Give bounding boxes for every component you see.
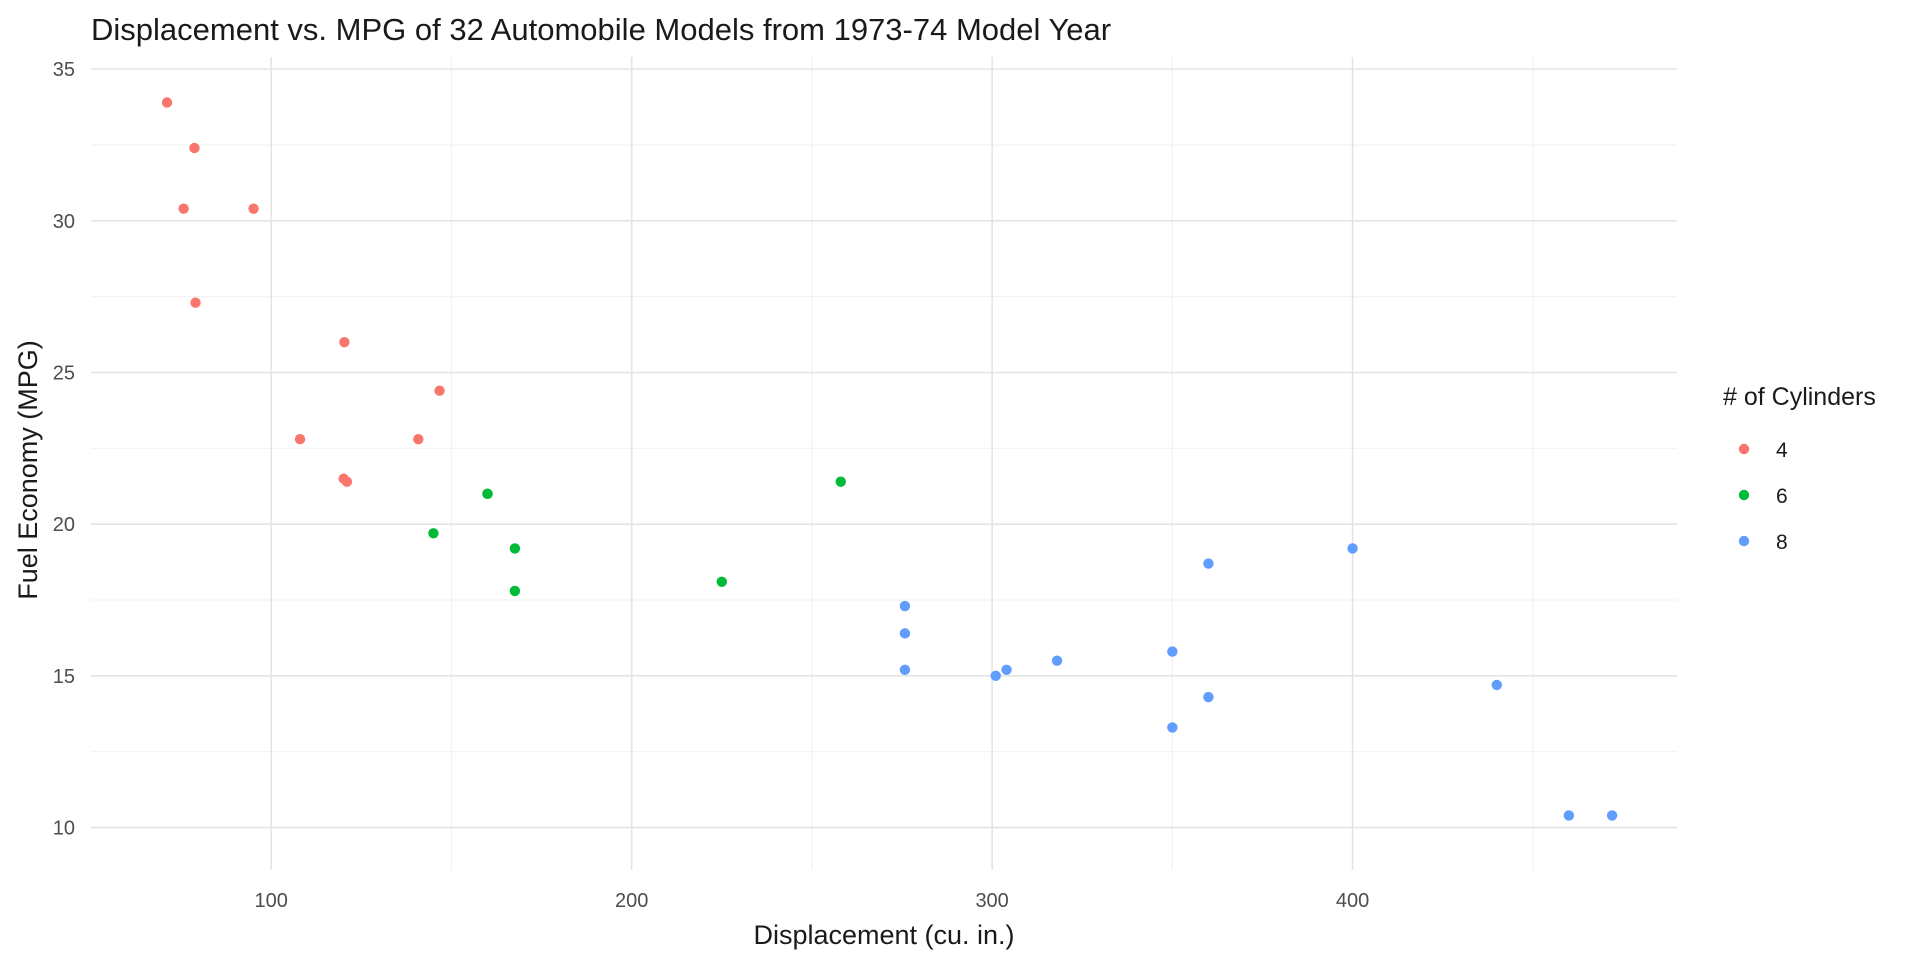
x-axis-label: Displacement (cu. in.) <box>753 920 1014 950</box>
data-point-cyl-8 <box>990 670 1001 682</box>
data-point-cyl-8 <box>1606 810 1618 821</box>
legend-label-4: 4 <box>1776 439 1788 462</box>
data-point-cyl-8 <box>899 664 911 675</box>
legend-label-8: 8 <box>1776 531 1788 554</box>
data-point-cyl-4 <box>161 97 173 108</box>
y-tick-label: 35 <box>53 59 75 81</box>
data-point-cyl-6 <box>835 476 846 487</box>
data-point-cyl-6 <box>482 488 493 500</box>
x-axis-ticks: 100 200 300 400 <box>255 890 1370 912</box>
data-point-cyl-4 <box>339 336 350 348</box>
legend-label-6: 6 <box>1776 485 1788 508</box>
data-point-cyl-4 <box>341 476 353 487</box>
x-tick-label: 400 <box>1336 890 1369 912</box>
data-point-cyl-6 <box>428 528 439 539</box>
data-point-cyl-8 <box>1001 664 1012 675</box>
data-point-cyl-4 <box>248 203 259 214</box>
data-point-cyl-4 <box>190 297 201 308</box>
y-tick-label: 15 <box>53 666 75 688</box>
data-point-cyl-8 <box>1167 646 1178 657</box>
data-point-cyl-4 <box>434 385 445 396</box>
data-point-cyl-8 <box>1491 679 1502 691</box>
data-point-cyl-4 <box>413 434 424 445</box>
y-tick-label: 20 <box>53 514 75 536</box>
y-tick-label: 10 <box>53 818 75 840</box>
data-point-cyl-8 <box>1203 691 1214 703</box>
data-point-cyl-8 <box>1203 558 1214 569</box>
minor-gridlines <box>91 57 1677 870</box>
major-gridlines <box>91 57 1677 870</box>
data-point-cyl-6 <box>716 576 727 588</box>
legend-items: 4 6 8 <box>1738 439 1788 554</box>
data-point-cyl-8 <box>1347 543 1358 554</box>
legend: # of Cylinders 4 6 8 <box>1723 383 1876 554</box>
data-point-cyl-8 <box>1051 655 1063 666</box>
legend-key-8 <box>1738 535 1750 547</box>
data-point-cyl-8 <box>899 600 911 612</box>
data-points <box>161 97 1618 821</box>
data-point-cyl-4 <box>178 203 189 214</box>
x-tick-label: 100 <box>255 890 288 912</box>
y-axis-label: Fuel Economy (MPG) <box>13 340 43 600</box>
data-point-cyl-4 <box>294 434 306 445</box>
legend-key-4 <box>1738 443 1750 455</box>
data-point-cyl-8 <box>1563 810 1575 821</box>
data-point-cyl-8 <box>1167 722 1178 733</box>
legend-title: # of Cylinders <box>1723 383 1876 411</box>
data-point-cyl-8 <box>899 628 911 639</box>
y-axis-ticks: 10 15 20 25 30 35 <box>53 59 75 839</box>
x-tick-label: 200 <box>615 890 648 912</box>
chart-title: Displacement vs. MPG of 32 Automobile Mo… <box>91 12 1111 47</box>
legend-key-6 <box>1738 489 1750 501</box>
data-point-cyl-4 <box>189 142 200 154</box>
data-point-cyl-6 <box>509 585 521 597</box>
data-point-cyl-6 <box>509 543 521 554</box>
y-tick-label: 30 <box>53 211 75 233</box>
x-tick-label: 300 <box>975 890 1008 912</box>
y-tick-label: 25 <box>53 362 75 384</box>
